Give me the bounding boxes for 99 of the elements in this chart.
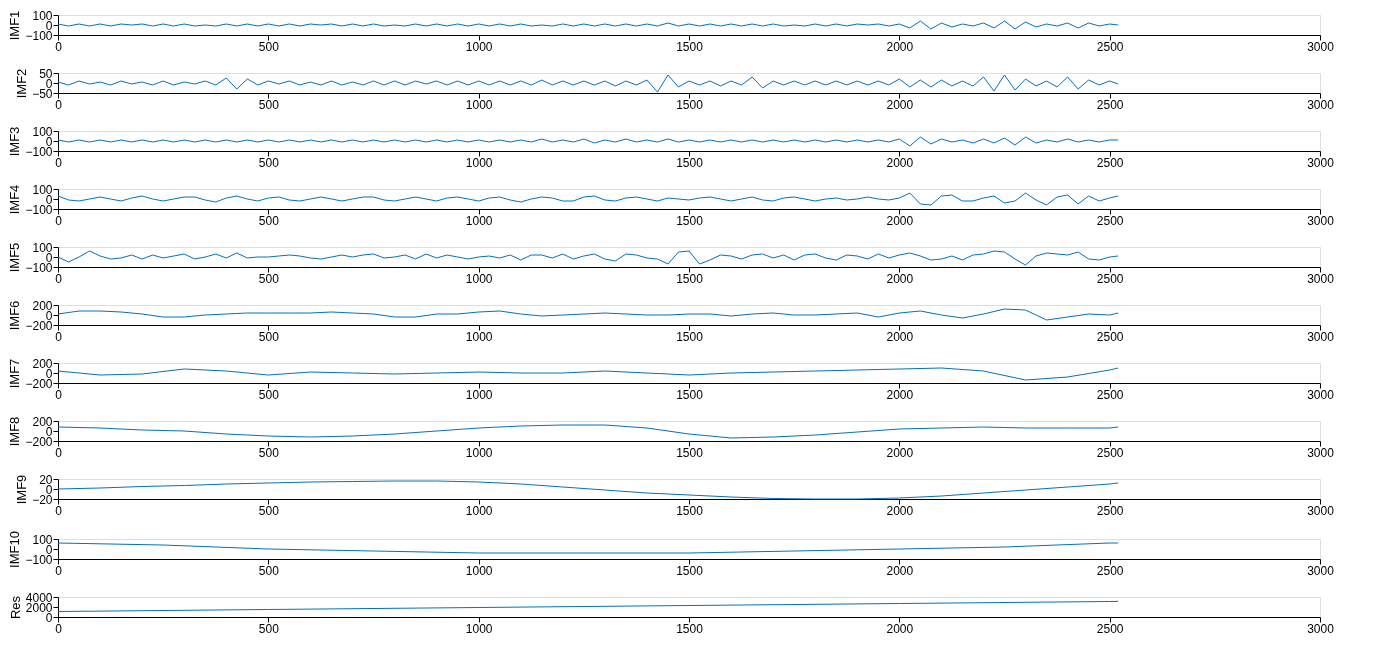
x-tick-label: 1000 — [465, 271, 493, 286]
x-tick-label: 1500 — [676, 213, 704, 228]
x-tick-label: 0 — [55, 445, 63, 460]
x-tick-label: 0 — [55, 387, 63, 402]
x-tick-label: 500 — [258, 387, 280, 402]
line-series — [57, 308, 1119, 321]
x-tick-label: 1000 — [465, 213, 493, 228]
x-tick-label: 2500 — [1096, 621, 1124, 636]
x-tick-label: 0 — [55, 39, 63, 54]
x-tick-label: 1500 — [676, 271, 704, 286]
x-tick-label: 1500 — [676, 39, 704, 54]
x-tick-label: 1000 — [465, 445, 493, 460]
x-tick-label: 0 — [55, 329, 63, 344]
x-tick-label: 500 — [258, 155, 280, 170]
x-tick-label: 2000 — [886, 621, 914, 636]
line-series — [57, 136, 1119, 147]
y-axis-title: IMF4 — [7, 184, 23, 215]
x-tick-label: 2000 — [886, 445, 914, 460]
x-tick-label: 1500 — [676, 563, 704, 578]
x-tick-label: 2500 — [1096, 213, 1124, 228]
x-tick-label: 2000 — [886, 563, 914, 578]
x-tick-label: 2500 — [1096, 503, 1124, 518]
x-tick-label: 2500 — [1096, 155, 1124, 170]
x-tick-label: 3000 — [1307, 39, 1335, 54]
x-tick-label: 0 — [55, 97, 63, 112]
line-series — [57, 542, 1119, 554]
x-tick-label: 3000 — [1307, 97, 1335, 112]
x-tick-label: 1000 — [465, 621, 493, 636]
x-tick-label: 500 — [258, 503, 280, 518]
x-tick-label: 500 — [258, 213, 280, 228]
x-tick-label: 2500 — [1096, 387, 1124, 402]
y-axis-title: IMF8 — [7, 416, 23, 447]
x-tick-label: 1000 — [465, 39, 493, 54]
y-axis-title: Res — [7, 595, 23, 620]
x-tick-label: 500 — [258, 39, 280, 54]
x-tick-label: 2500 — [1096, 97, 1124, 112]
x-tick-label: 0 — [55, 271, 63, 286]
x-tick-label: 1500 — [676, 387, 704, 402]
x-tick-label: 2000 — [886, 155, 914, 170]
x-tick-label: 1500 — [676, 155, 704, 170]
x-tick-label: 1000 — [465, 155, 493, 170]
x-tick-label: 0 — [55, 503, 63, 518]
y-axis-title: IMF9 — [14, 474, 30, 505]
line-series — [57, 480, 1119, 500]
y-axis-title: IMF7 — [7, 358, 23, 389]
x-tick-label: 2500 — [1096, 271, 1124, 286]
x-tick-label: 1500 — [676, 97, 704, 112]
x-tick-label: 2000 — [886, 503, 914, 518]
x-tick-label: 1500 — [676, 329, 704, 344]
x-tick-label: 2500 — [1096, 39, 1124, 54]
line-series — [57, 192, 1119, 206]
x-tick-label: 1000 — [465, 97, 493, 112]
x-tick-label: 3000 — [1307, 329, 1335, 344]
x-tick-label: 0 — [55, 155, 63, 170]
line-series — [57, 367, 1119, 381]
x-tick-label: 2000 — [886, 97, 914, 112]
x-tick-label: 500 — [258, 271, 280, 286]
x-tick-label: 3000 — [1307, 155, 1335, 170]
x-tick-label: 500 — [258, 621, 280, 636]
x-tick-label: 3000 — [1307, 503, 1335, 518]
x-tick-label: 1000 — [465, 387, 493, 402]
x-tick-label: 2500 — [1096, 563, 1124, 578]
x-tick-label: 3000 — [1307, 563, 1335, 578]
line-series — [57, 424, 1119, 439]
x-tick-label: 2000 — [886, 39, 914, 54]
x-tick-label: 0 — [55, 621, 63, 636]
x-tick-label: 500 — [258, 97, 280, 112]
x-tick-label: 1000 — [465, 563, 493, 578]
x-tick-label: 1500 — [676, 503, 704, 518]
x-tick-label: 2000 — [886, 329, 914, 344]
x-tick-label: 1500 — [676, 445, 704, 460]
x-tick-label: 3000 — [1307, 445, 1335, 460]
x-tick-label: 2000 — [886, 213, 914, 228]
x-tick-label: 2000 — [886, 387, 914, 402]
x-tick-label: 1000 — [465, 329, 493, 344]
y-axis-title: IMF1 — [7, 10, 23, 41]
y-axis-title: IMF2 — [14, 68, 30, 99]
y-axis-title: IMF10 — [7, 531, 23, 568]
x-tick-label: 2500 — [1096, 445, 1124, 460]
x-tick-label: 500 — [258, 445, 280, 460]
x-tick-label: 3000 — [1307, 387, 1335, 402]
x-tick-label: 0 — [55, 563, 63, 578]
line-series — [57, 74, 1119, 93]
x-tick-label: 3000 — [1307, 213, 1335, 228]
y-axis-title: IMF5 — [7, 242, 23, 273]
x-tick-label: 2500 — [1096, 329, 1124, 344]
y-axis-title: IMF6 — [7, 300, 23, 331]
line-series — [57, 250, 1119, 266]
x-tick-label: 1000 — [465, 503, 493, 518]
x-tick-label: 500 — [258, 329, 280, 344]
x-tick-label: 0 — [55, 213, 63, 228]
x-tick-label: 3000 — [1307, 271, 1335, 286]
x-tick-label: 500 — [258, 563, 280, 578]
x-tick-label: 1500 — [676, 621, 704, 636]
line-series — [57, 20, 1119, 30]
x-tick-label: 3000 — [1307, 621, 1335, 636]
line-series — [57, 600, 1119, 612]
y-axis-title: IMF3 — [7, 126, 23, 157]
x-tick-label: 2000 — [886, 271, 914, 286]
